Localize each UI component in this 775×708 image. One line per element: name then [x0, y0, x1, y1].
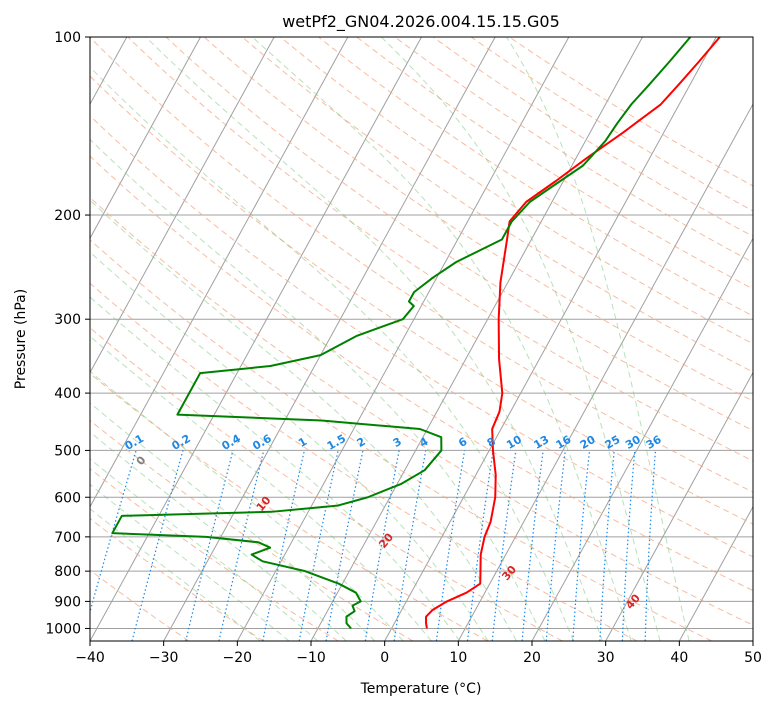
- y-tick-label: 400: [54, 386, 81, 402]
- isotherm-line: [678, 505, 753, 641]
- moist-adiabat-line: [506, 37, 690, 641]
- plot-background: [90, 37, 753, 641]
- y-tick-label: 800: [54, 564, 81, 580]
- dry-adiabat-line: [90, 327, 563, 641]
- x-tick-label: 30: [597, 650, 615, 666]
- isotherm-line: [163, 37, 496, 641]
- x-axis-title: Temperature (°C): [360, 681, 482, 697]
- isotherm-line: [752, 639, 753, 641]
- isotherm-line: [605, 371, 753, 641]
- chart-title: wetPf2_GN04.2026.004.15.15.G05: [282, 12, 560, 32]
- dry-adiabat-line: [127, 37, 753, 462]
- x-tick-label: 0: [380, 650, 389, 666]
- isotherm-line: [236, 37, 570, 641]
- isotherm-line: [90, 37, 422, 641]
- isotherm-line: [384, 37, 717, 641]
- mixing-ratio-line: [393, 450, 427, 641]
- moist-adiabat-line: [90, 66, 575, 641]
- dry-adiabat-line: [470, 37, 753, 212]
- mixing-ratio-line: [364, 450, 400, 641]
- mixing-ratio-line: [131, 450, 184, 641]
- moist-adiabat-line: [145, 37, 603, 641]
- axes: −40 −30 −20 −10 0 10 20 30 40 50 100 200 300 400 500 60…: [45, 30, 762, 666]
- dry-adiabat-line: [90, 196, 753, 626]
- moist-adiabat-line: [90, 431, 347, 641]
- x-tick-label: −30: [149, 650, 179, 666]
- mixing-ratio-line: [466, 450, 494, 641]
- moist-adiabat-line: [90, 508, 261, 641]
- dry-adiabat-line: [318, 37, 753, 317]
- x-tick-label: 20: [523, 650, 541, 666]
- dry-adiabat-label: -10: [34, 420, 57, 444]
- x-tick-label: −20: [223, 650, 253, 666]
- dewpoint-profile-line: [111, 37, 692, 630]
- isotherm-line: [457, 103, 753, 641]
- profile-lines: [111, 37, 721, 630]
- moist-adiabat-line: [90, 335, 432, 641]
- y-tick-label: 600: [54, 490, 81, 506]
- isotherm-line: [531, 237, 753, 641]
- dry-adiabat-line: [356, 37, 753, 290]
- dry-adiabat-line: [432, 37, 753, 238]
- x-tick-label: 40: [670, 650, 688, 666]
- y-tick-label: 1000: [45, 621, 81, 637]
- x-tick-label: 10: [449, 650, 467, 666]
- dry-adiabat-line: [280, 37, 753, 345]
- mixing-ratio-line: [218, 450, 265, 641]
- dry-adiabat-line: [90, 75, 753, 525]
- dry-adiabat-line: [394, 37, 753, 263]
- y-tick-label: 100: [54, 30, 81, 46]
- dry-adiabat-line: [90, 115, 753, 558]
- moist-adiabat-line: [380, 37, 661, 641]
- mixing-ratio-line: [185, 450, 234, 641]
- moist-adiabat-line: [251, 37, 632, 641]
- moist-adiabat-line: [90, 251, 489, 641]
- isotherm-line: [90, 37, 201, 240]
- dry-adiabat-line: [90, 468, 339, 641]
- mixing-ratio-line: [90, 450, 137, 614]
- mixing-ratio-line: [298, 450, 339, 641]
- y-tick-label: 500: [54, 443, 81, 459]
- dry-adiabat-line: [90, 282, 638, 641]
- moist-adiabat-line: [90, 402, 376, 641]
- moist-adiabat-line: [90, 483, 290, 641]
- x-tick-label: 50: [744, 650, 762, 666]
- y-tick-label: 200: [54, 208, 81, 224]
- mixing-ratio-line: [262, 450, 305, 641]
- plot-frame: [89, 36, 754, 642]
- y-tick-label: 300: [54, 312, 81, 328]
- isotherm-line: [90, 37, 349, 508]
- dry-adiabat-line: [509, 37, 753, 187]
- x-tick-label: −40: [75, 650, 105, 666]
- y-tick-label: 900: [54, 594, 81, 610]
- dry-adiabat-line: [90, 37, 753, 493]
- y-axis-title: Pressure (hPa): [13, 289, 29, 389]
- y-tick-label: 700: [54, 530, 81, 546]
- mixing-ratio-line: [435, 450, 466, 641]
- mixing-ratio-line: [325, 450, 364, 641]
- moist-adiabat-line: [90, 458, 319, 641]
- isotherm-line: [90, 37, 275, 374]
- x-tick-label: −10: [296, 650, 326, 666]
- moist-adiabat-line: [90, 296, 461, 641]
- moist-adiabat-line: [90, 138, 546, 641]
- dry-adiabat-line: [90, 155, 753, 592]
